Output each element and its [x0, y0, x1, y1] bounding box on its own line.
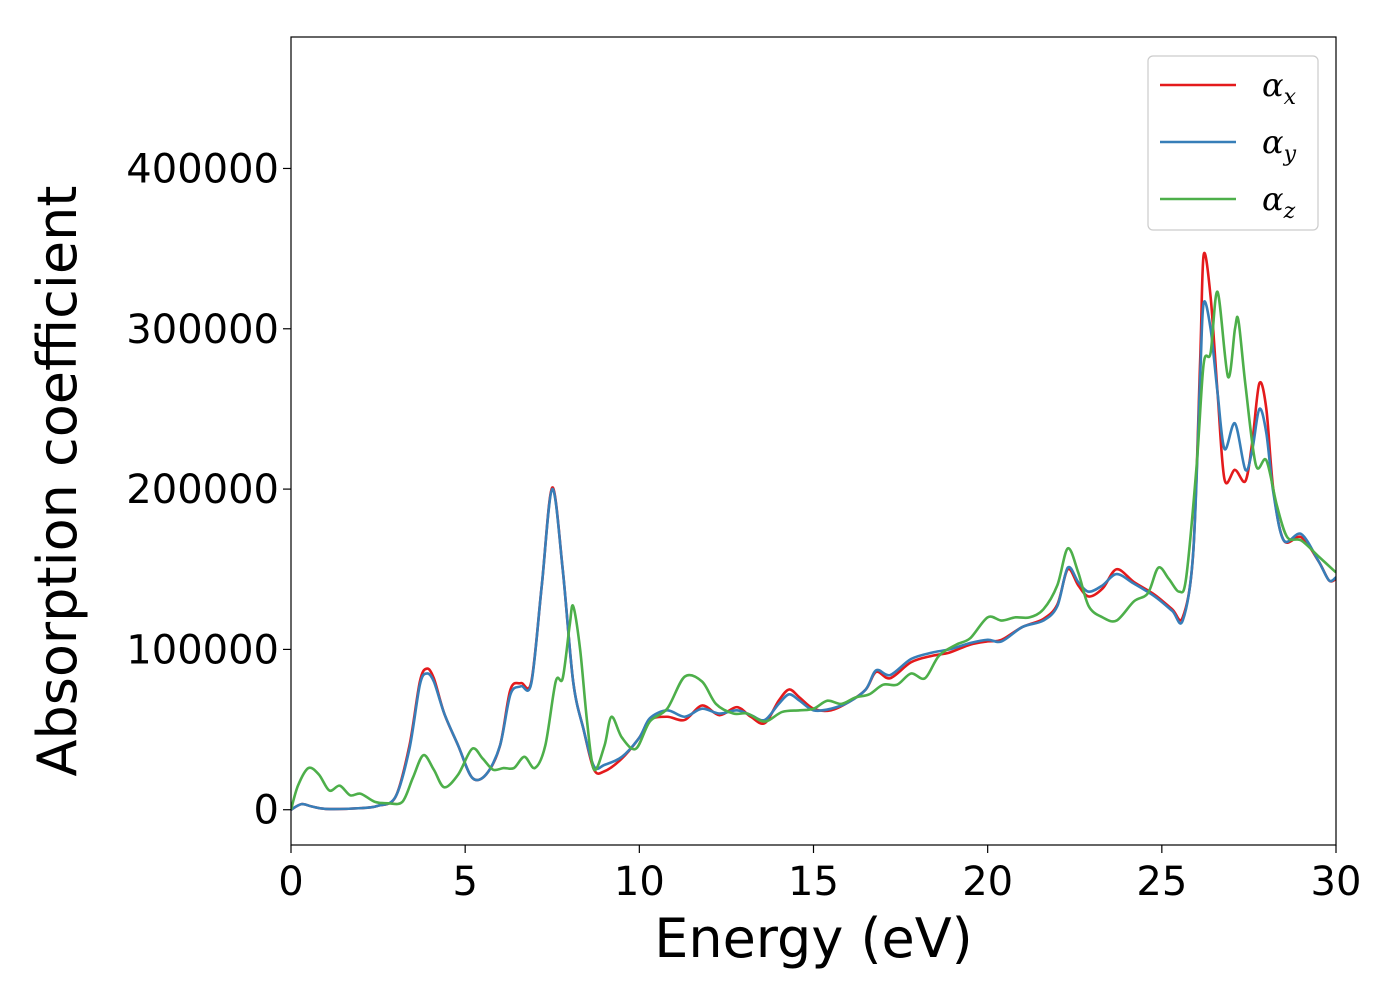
x-tick-label: 25 [1136, 859, 1187, 905]
x-tick-label: 20 [962, 859, 1013, 905]
y-tick-label: 100000 [126, 627, 279, 673]
y-axis-ticks: 0 100000 200000 300000 400000 [126, 146, 291, 834]
legend-entry-alpha-x: αx [1262, 66, 1297, 110]
x-tick-label: 5 [452, 859, 477, 905]
y-tick-label: 300000 [126, 307, 279, 353]
series-line-alpha-z [291, 290, 1336, 811]
legend-entry-alpha-z: αz [1262, 180, 1296, 224]
y-axis-label: Absorption coefficient [26, 186, 89, 777]
x-axis-label: Energy (eV) [654, 907, 973, 970]
x-tick-label: 30 [1311, 859, 1362, 905]
y-tick-label: 0 [254, 788, 279, 834]
x-tick-label: 0 [278, 859, 303, 905]
series-line-alpha-x [291, 251, 1336, 811]
x-tick-label: 15 [788, 859, 839, 905]
x-axis-ticks: 0 5 10 15 20 25 30 [278, 845, 1361, 905]
y-tick-label: 400000 [126, 146, 279, 192]
series-layer [291, 251, 1336, 811]
series-line-alpha-y [291, 300, 1336, 811]
legend-entry-alpha-y: αy [1262, 123, 1297, 167]
y-tick-label: 200000 [126, 467, 279, 513]
legend: αx αy αz [1147, 55, 1319, 231]
x-tick-label: 10 [614, 859, 665, 905]
